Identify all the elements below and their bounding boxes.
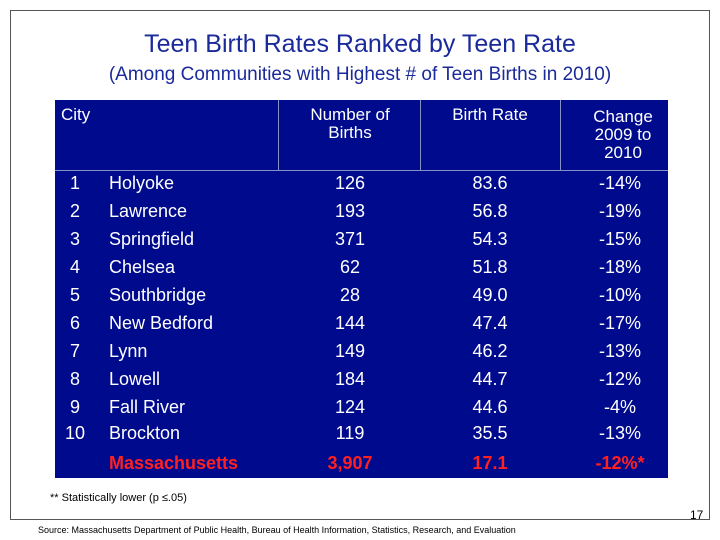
rank-cell: 4 — [69, 257, 80, 277]
value-cell: 44.6 — [472, 397, 508, 417]
value-cell: 28 — [339, 285, 361, 305]
footnote: ** Statistically lower (p ≤.05) — [50, 492, 187, 504]
column-separator — [420, 100, 421, 170]
rank-cell: 9 — [69, 397, 80, 417]
value-cell: -19% — [598, 201, 642, 221]
city-cell: Chelsea — [109, 257, 176, 277]
city-cell: Fall River — [109, 397, 186, 417]
value-cell: 62 — [339, 257, 361, 277]
rank-cell: 7 — [69, 341, 80, 361]
total-cell: 3,907 — [327, 453, 373, 473]
value-cell: -15% — [598, 229, 642, 249]
city-cell: New Bedford — [109, 313, 214, 333]
value-cell: 54.3 — [472, 229, 508, 249]
value-cell: -13% — [598, 423, 642, 443]
rank-cell: 6 — [69, 313, 80, 333]
value-cell: -4% — [603, 397, 636, 417]
value-cell: 46.2 — [472, 341, 508, 361]
header-cell: Birth Rate — [452, 105, 528, 124]
value-cell: -12% — [598, 369, 642, 389]
page-number: 17 — [690, 508, 704, 522]
value-cell: 44.7 — [472, 369, 508, 389]
header-cell: Number of Births — [310, 105, 390, 142]
rank-cell: 10 — [64, 423, 86, 443]
city-cell: Lynn — [109, 341, 148, 361]
city-cell: Southbridge — [109, 285, 207, 305]
value-cell: 371 — [334, 229, 366, 249]
value-cell: -18% — [598, 257, 642, 277]
title: Teen Birth Rates Ranked by Teen Rate — [144, 30, 576, 58]
value-cell: 149 — [334, 341, 366, 361]
value-cell: 83.6 — [472, 173, 508, 193]
value-cell: 47.4 — [472, 313, 508, 333]
rank-cell: 3 — [69, 229, 80, 249]
value-cell: 184 — [334, 369, 366, 389]
value-cell: 35.5 — [472, 423, 508, 443]
column-separator — [560, 100, 561, 170]
rank-cell: 5 — [69, 285, 80, 305]
value-cell: 56.8 — [472, 201, 508, 221]
rank-cell: 2 — [69, 201, 80, 221]
city-cell: Springfield — [109, 229, 195, 249]
city-cell: Brockton — [109, 423, 181, 443]
value-cell: 144 — [334, 313, 366, 333]
value-cell: 193 — [334, 201, 366, 221]
value-cell: 49.0 — [472, 285, 508, 305]
header-cell: City — [61, 105, 91, 124]
city-cell: Lawrence — [109, 201, 188, 221]
total-cell: -12%* — [595, 453, 645, 473]
value-cell: -14% — [598, 173, 642, 193]
rank-cell: 1 — [69, 173, 80, 193]
header-cell: Change 2009 to 2010 — [593, 107, 653, 162]
column-separator — [278, 100, 279, 170]
value-cell: 51.8 — [472, 257, 508, 277]
total-cell: 17.1 — [472, 453, 508, 473]
table: City Number of Births Birth Rate Change … — [55, 100, 668, 478]
source: Source: Massachusetts Department of Publ… — [38, 525, 516, 535]
value-cell: 126 — [334, 173, 366, 193]
rank-cell: 8 — [69, 369, 80, 389]
total-cell: Massachusetts — [109, 453, 239, 473]
city-cell: Holyoke — [109, 173, 175, 193]
header-separator — [55, 170, 668, 171]
value-cell: -13% — [598, 341, 642, 361]
city-cell: Lowell — [109, 369, 161, 389]
subtitle: (Among Communities with Highest # of Tee… — [108, 64, 612, 85]
value-cell: -17% — [598, 313, 642, 333]
slide-frame — [10, 10, 710, 520]
value-cell: 119 — [335, 423, 365, 443]
value-cell: -10% — [598, 285, 642, 305]
value-cell: 124 — [334, 397, 366, 417]
